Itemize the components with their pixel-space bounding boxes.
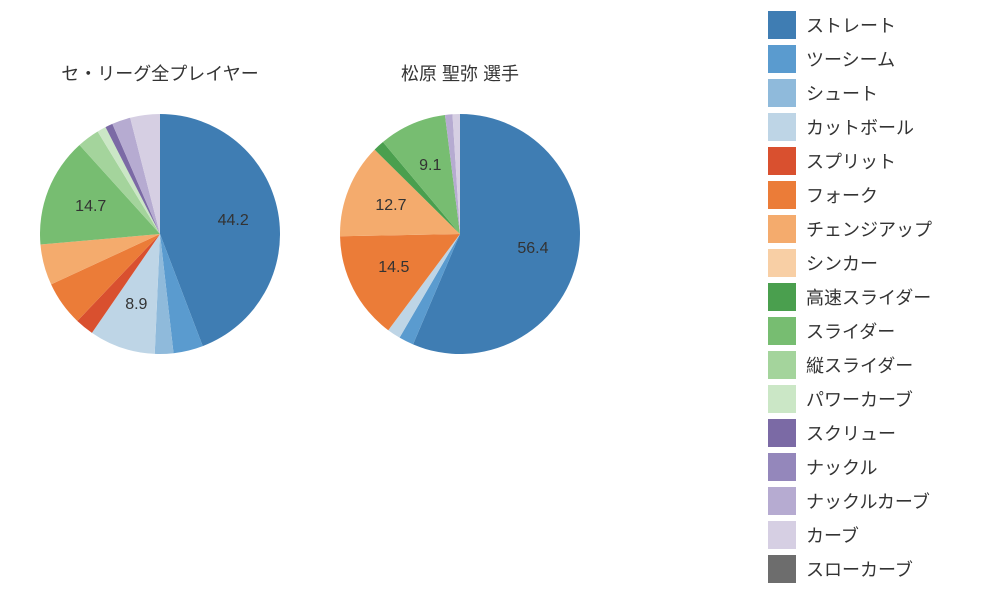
legend-swatch (768, 521, 796, 549)
legend-swatch (768, 45, 796, 73)
legend-item: スローカーブ (760, 552, 1000, 586)
legend-label: ストレート (806, 12, 896, 38)
legend-swatch (768, 317, 796, 345)
pie-slice-label: 14.7 (75, 198, 106, 216)
chart-block: セ・リーグ全プレイヤー 44.2 8.9 14.7 (40, 60, 280, 560)
legend-label: 高速スライダー (806, 284, 931, 310)
legend-item: スプリット (760, 144, 1000, 178)
legend-item: 縦スライダー (760, 348, 1000, 382)
legend-swatch (768, 181, 796, 209)
legend-swatch (768, 79, 796, 107)
legend-label: ツーシーム (806, 46, 895, 72)
legend-item: カットボール (760, 110, 1000, 144)
legend-swatch (768, 385, 796, 413)
legend-item: シンカー (760, 246, 1000, 280)
chart-title: セ・リーグ全プレイヤー (61, 60, 258, 86)
legend-item: ツーシーム (760, 42, 1000, 76)
legend-swatch (768, 487, 796, 515)
legend-item: パワーカーブ (760, 382, 1000, 416)
legend-label: チェンジアップ (806, 216, 932, 242)
legend-swatch (768, 453, 796, 481)
pie-slice-label: 14.5 (378, 259, 409, 277)
legend-swatch (768, 215, 796, 243)
legend-item: シュート (760, 76, 1000, 110)
legend-item: スライダー (760, 314, 1000, 348)
legend-item: カーブ (760, 518, 1000, 552)
legend-label: スローカーブ (806, 556, 913, 582)
legend-swatch (768, 147, 796, 175)
legend-label: カットボール (806, 114, 914, 140)
pie-chart: 44.2 8.9 14.7 (40, 114, 280, 354)
legend-swatch (768, 351, 796, 379)
legend-swatch (768, 113, 796, 141)
legend-label: 縦スライダー (806, 352, 913, 378)
legend-label: フォーク (806, 182, 878, 208)
charts-area: セ・リーグ全プレイヤー 44.2 8.9 14.7 松原 聖弥 選手 56.4 14.5 12… (0, 0, 760, 600)
legend-swatch (768, 11, 796, 39)
legend-label: シンカー (806, 250, 878, 276)
pie-slice-label: 44.2 (218, 212, 249, 230)
legend-item: スクリュー (760, 416, 1000, 450)
legend-item: ナックルカーブ (760, 484, 1000, 518)
legend-item: 高速スライダー (760, 280, 1000, 314)
legend-item: ストレート (760, 8, 1000, 42)
legend-swatch (768, 283, 796, 311)
legend-label: パワーカーブ (806, 386, 913, 412)
legend-label: スクリュー (806, 420, 896, 446)
legend-label: スライダー (806, 318, 895, 344)
legend-swatch (768, 249, 796, 277)
legend-swatch (768, 555, 796, 583)
legend-item: フォーク (760, 178, 1000, 212)
pie-chart: 56.4 14.5 12.7 9.1 (340, 114, 580, 354)
legend-label: ナックル (806, 454, 877, 480)
legend-label: シュート (806, 80, 878, 106)
pie-slice-label: 8.9 (125, 296, 147, 314)
legend-label: ナックルカーブ (806, 488, 930, 514)
pie-slice-label: 9.1 (419, 157, 441, 175)
legend-item: チェンジアップ (760, 212, 1000, 246)
legend-item: ナックル (760, 450, 1000, 484)
chart-block: 松原 聖弥 選手 56.4 14.5 12.7 9.1 (340, 60, 580, 560)
pie-slice-label: 56.4 (517, 240, 548, 258)
legend-label: スプリット (806, 148, 896, 174)
pie-slice-label: 12.7 (375, 197, 406, 215)
legend: ストレートツーシームシュートカットボールスプリットフォークチェンジアップシンカー… (760, 0, 1000, 600)
legend-label: カーブ (806, 522, 859, 548)
chart-title: 松原 聖弥 選手 (401, 60, 519, 86)
legend-swatch (768, 419, 796, 447)
